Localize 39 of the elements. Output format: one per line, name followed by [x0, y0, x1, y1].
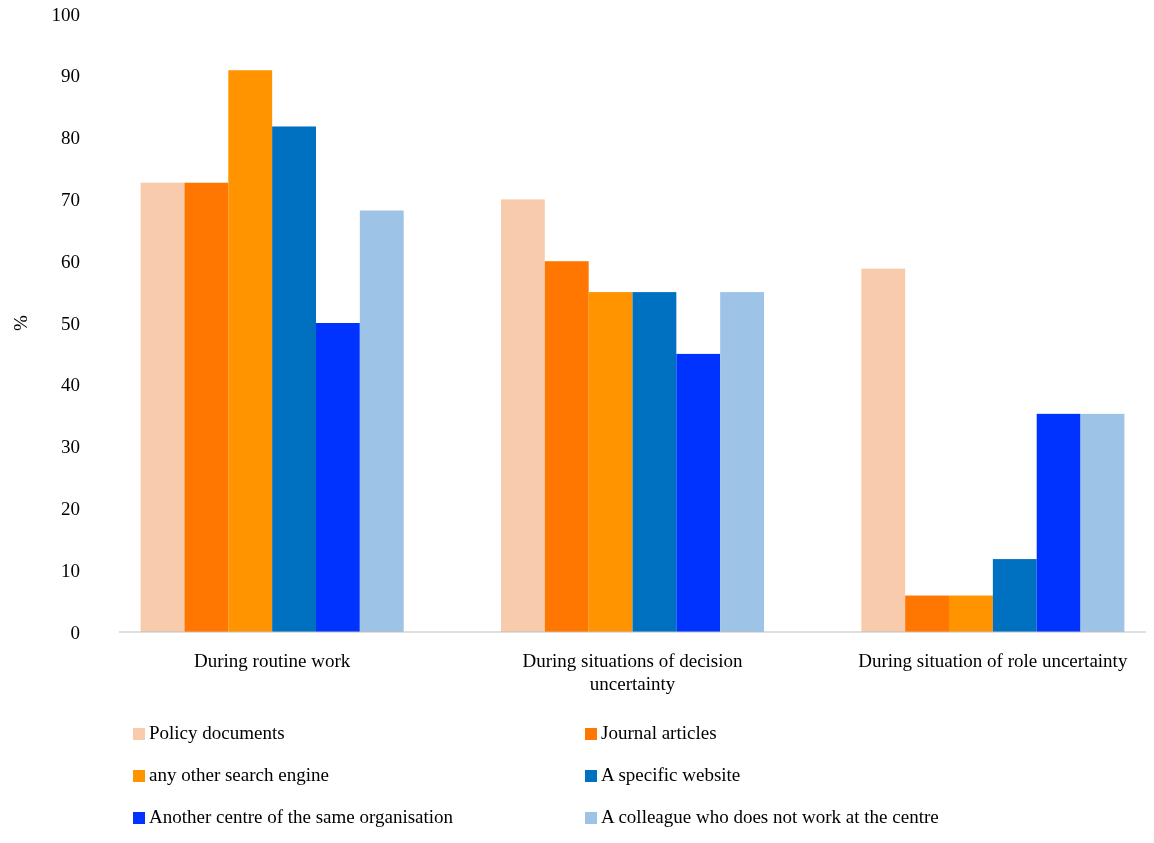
- bar: [949, 595, 993, 632]
- y-tick-label: 60: [61, 250, 80, 272]
- y-tick-label: 0: [70, 621, 80, 643]
- bar: [228, 70, 273, 632]
- bar: [905, 595, 950, 632]
- bar: [992, 559, 1037, 632]
- x-tick-label: During situations of decision uncertainty: [522, 650, 744, 694]
- y-tick-label: 90: [61, 65, 80, 87]
- bar: [315, 323, 360, 632]
- bar: [720, 292, 765, 632]
- x-tick-label: During situation of role uncertainty: [858, 650, 1128, 671]
- y-tick-label: 20: [61, 498, 80, 520]
- y-tick-label: 100: [51, 3, 80, 25]
- bar: [544, 261, 589, 632]
- y-tick-label: 70: [61, 189, 80, 211]
- y-tick-label: 80: [61, 127, 80, 149]
- x-tick-label: During routine work: [194, 650, 351, 671]
- y-tick-label: 30: [61, 436, 80, 458]
- legend-label: A colleague who does not work at the centre: [601, 806, 939, 827]
- legend-label: Policy documents: [149, 722, 285, 743]
- bar: [500, 199, 545, 632]
- bar: [359, 210, 404, 632]
- y-tick-label: 10: [61, 559, 80, 581]
- y-axis-title: %: [10, 314, 31, 331]
- legend-label: A specific website: [601, 764, 741, 785]
- bar: [272, 126, 316, 632]
- bar: [588, 292, 633, 632]
- bar: [861, 268, 906, 632]
- legend-label: any other search engine: [149, 764, 329, 785]
- bar: [676, 353, 721, 632]
- legend-label: Another centre of the same organisation: [149, 806, 454, 827]
- y-tick-label: 50: [61, 312, 80, 334]
- legend-label: Journal articles: [601, 722, 717, 743]
- y-tick-label: 40: [61, 374, 80, 396]
- bar: [1036, 413, 1081, 632]
- bar: [1080, 413, 1125, 632]
- bar: [632, 292, 677, 632]
- bar: [140, 182, 185, 632]
- bar: [184, 182, 229, 632]
